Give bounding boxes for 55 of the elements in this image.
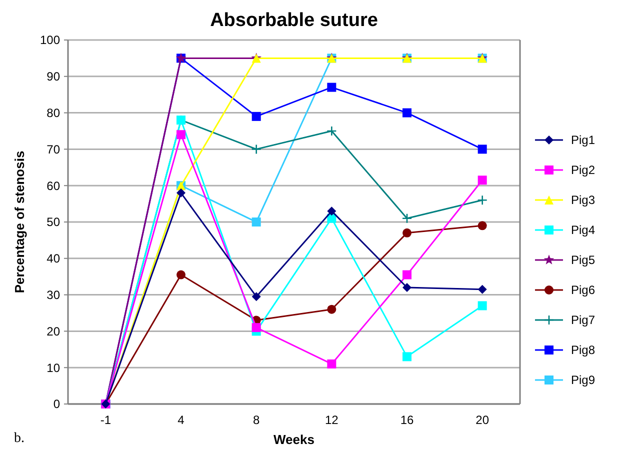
y-tick-label: 80 xyxy=(46,106,60,120)
x-tick-label: 20 xyxy=(476,413,490,427)
y-tick-label: 90 xyxy=(46,70,60,84)
point xyxy=(478,176,487,185)
y-axis-title: Percentage of stenosis xyxy=(12,150,27,294)
x-tick-label: -1 xyxy=(100,413,112,427)
point xyxy=(251,144,262,154)
y-tick-label: 30 xyxy=(46,288,60,302)
legend-label: Pig6 xyxy=(571,283,596,298)
legend-label: Pig2 xyxy=(571,163,596,178)
y-tick-label: 60 xyxy=(46,178,60,193)
legend-label: Pig7 xyxy=(571,313,596,328)
y-tick-label: 40 xyxy=(46,252,60,266)
legend-label: Pig1 xyxy=(571,133,596,148)
legend-label: Pig3 xyxy=(571,193,596,208)
point xyxy=(478,221,487,230)
text: b. xyxy=(14,431,24,446)
x-axis-title: Weeks xyxy=(274,432,314,447)
x-tick-label: 8 xyxy=(252,413,260,427)
x-tick-label: 4 xyxy=(178,413,185,427)
point xyxy=(402,213,412,224)
legend-label: Pig8 xyxy=(571,343,596,358)
point xyxy=(402,228,412,238)
point xyxy=(176,188,186,198)
point xyxy=(252,323,261,332)
x-tick-label: 12 xyxy=(324,413,339,427)
y-tick-label: 0 xyxy=(53,397,60,412)
point xyxy=(252,112,261,121)
x-tick-label: 16 xyxy=(400,413,414,427)
y-tick-label: 10 xyxy=(46,360,60,375)
point xyxy=(327,304,336,314)
point xyxy=(477,195,488,206)
legend-label: Pig4 xyxy=(571,223,596,238)
point xyxy=(176,270,186,280)
legend-label: Pig5 xyxy=(571,253,596,268)
y-tick-label: 20 xyxy=(46,324,60,338)
point xyxy=(402,283,412,292)
legend-label: Pig9 xyxy=(571,373,596,388)
point xyxy=(326,126,337,136)
point xyxy=(402,352,412,362)
chart-title: Absorbable suture xyxy=(210,10,378,31)
point xyxy=(478,301,487,310)
y-tick-label: 100 xyxy=(40,33,60,48)
y-tick-label: 50 xyxy=(46,215,60,230)
point xyxy=(252,292,261,302)
point xyxy=(402,270,412,280)
point xyxy=(176,130,186,140)
point xyxy=(327,82,336,92)
point xyxy=(402,108,412,118)
y-tick-label: 70 xyxy=(46,142,60,156)
point xyxy=(478,144,487,154)
point xyxy=(252,218,261,226)
point xyxy=(327,359,336,368)
point xyxy=(327,206,336,216)
point xyxy=(478,284,487,294)
